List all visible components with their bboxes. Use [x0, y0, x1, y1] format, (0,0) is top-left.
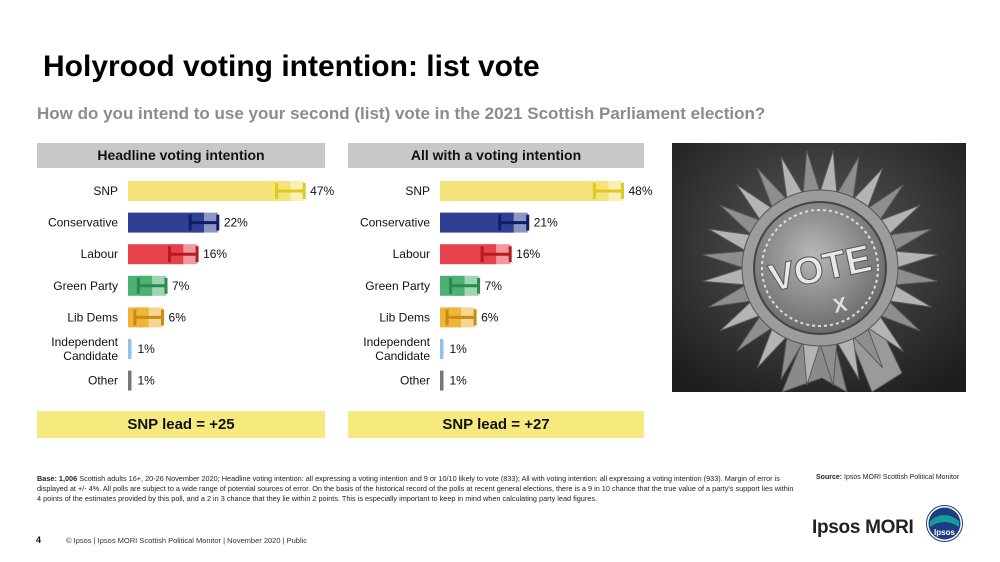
error-bar [592, 183, 624, 199]
value-label: 7% [172, 279, 190, 293]
page-title: Holyrood voting intention: list vote [43, 50, 540, 83]
error-bar [449, 277, 481, 294]
bar [440, 370, 444, 391]
logo-text: Ipsos [934, 528, 955, 537]
brand-name: Ipsos MORI [812, 517, 914, 538]
chart-all: SNP 48% Conservative 21% Labour 16% Green Part… [360, 181, 653, 391]
page-subtitle: How do you intend to use your second (li… [37, 104, 766, 123]
value-label: 1% [450, 374, 468, 388]
bar [440, 181, 609, 201]
value-label: 16% [203, 247, 227, 261]
bar [128, 212, 204, 233]
category-label: SNP [405, 184, 430, 198]
error-bar [480, 246, 512, 263]
value-label: 7% [485, 279, 503, 293]
source-label: Source: [816, 474, 843, 481]
source-text: Ipsos MORI Scottish Political Monitor [842, 474, 960, 481]
lead-box-all: SNP lead = +27 [348, 411, 644, 438]
footer-text: © Ipsos | Ipsos MORI Scottish Political … [66, 536, 308, 545]
value-label: 21% [534, 216, 558, 230]
category-label: Other [400, 374, 430, 388]
category-label: Conservative [48, 216, 118, 230]
category-label: Labour [393, 247, 430, 261]
category-label: Labour [81, 247, 118, 261]
chart-headline: SNP 47% Conservative 22% Labour 16% Green Part… [48, 181, 335, 391]
category-label: Lib Dems [379, 310, 430, 324]
bar [128, 370, 132, 391]
error-bar [167, 246, 199, 263]
value-label: 6% [481, 310, 499, 324]
category-label: SNP [93, 184, 118, 198]
category-label: Green Party [53, 279, 118, 293]
vote-rosette-photo: VOTE X [672, 143, 966, 392]
value-label: 1% [138, 374, 156, 388]
error-bar [133, 309, 165, 326]
error-bar [188, 214, 220, 231]
value-label: 48% [628, 184, 652, 198]
bar [128, 181, 291, 201]
value-label: 16% [516, 247, 540, 261]
lead-box-headline: SNP lead = +25 [37, 411, 325, 438]
error-bar [498, 214, 530, 231]
panel-header-all: All with a voting intention [348, 143, 644, 168]
source-note: Source: Ipsos MORI Scottish Political Mo… [816, 474, 959, 481]
category-label: Lib Dems [67, 310, 118, 324]
ipsos-logo-icon: Ipsos [926, 505, 963, 542]
bar [440, 212, 514, 233]
base-note: Base: 1,006 Scottish adults 16+, 20-26 N… [37, 474, 794, 504]
bar [128, 339, 132, 359]
value-label: 22% [224, 216, 248, 230]
category-label: Green Party [365, 279, 430, 293]
value-label: 6% [169, 310, 187, 324]
rosette-mark: X [831, 293, 849, 317]
base-text: Scottish adults 16+, 20-26 November 2020… [37, 474, 794, 503]
category-label: Independent Candidate [363, 335, 430, 363]
category-label: Independent Candidate [51, 335, 118, 363]
value-label: 1% [138, 342, 156, 356]
error-bar [275, 183, 306, 199]
bar [440, 339, 444, 359]
page-number: 4 [36, 535, 42, 545]
category-label: Other [88, 374, 118, 388]
panel-header-headline: Headline voting intention [37, 143, 325, 168]
value-label: 47% [310, 184, 334, 198]
value-label: 1% [450, 342, 468, 356]
error-bar [136, 277, 168, 294]
base-label: Base: 1,006 [37, 474, 78, 483]
error-bar [445, 309, 477, 326]
category-label: Conservative [360, 216, 430, 230]
